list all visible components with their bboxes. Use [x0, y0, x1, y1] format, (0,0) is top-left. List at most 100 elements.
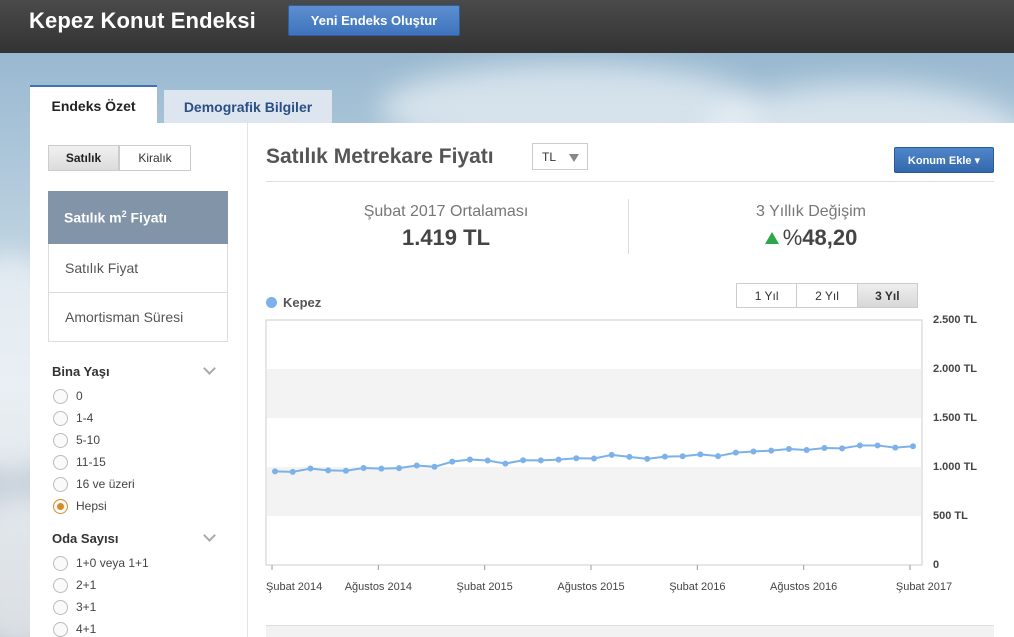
data-point	[821, 444, 828, 451]
data-point	[608, 451, 615, 458]
radio-icon[interactable]	[53, 577, 68, 593]
x-tick-label: Şubat 2016	[669, 581, 725, 593]
y-tick-label: 1.000 TL	[933, 461, 977, 473]
data-point	[272, 468, 278, 475]
data-point	[644, 455, 651, 462]
tab-index-summary[interactable]: Endeks Özet	[30, 85, 157, 124]
data-point	[537, 457, 544, 464]
radio-room-4-1[interactable]: 4+1	[53, 621, 96, 637]
data-point	[626, 453, 633, 460]
radio-icon[interactable]	[53, 555, 68, 571]
data-point	[520, 457, 527, 464]
chart-band	[267, 369, 921, 418]
radio-icon[interactable]	[53, 432, 68, 448]
x-tick-label: Şubat 2017	[896, 581, 952, 593]
y-tick-label: 2.000 TL	[933, 363, 977, 375]
metric-sale-price[interactable]: Satılık Fiyat	[48, 244, 228, 293]
y-tick-label: 500 TL	[933, 510, 968, 522]
listing-type-sale[interactable]: Satılık	[48, 145, 119, 171]
data-point	[874, 442, 881, 449]
data-point	[803, 446, 810, 453]
listing-type-rent[interactable]: Kiralık	[119, 145, 191, 171]
data-point	[768, 447, 775, 454]
currency-select[interactable]: TL	[532, 143, 588, 170]
data-point	[591, 455, 597, 462]
change-label: 3 Yıllık Değişim	[756, 203, 866, 220]
x-tick-label: Ağustos 2014	[345, 581, 412, 593]
y-tick-label: 2.500 TL	[933, 314, 977, 326]
radio-room-2-1[interactable]: 2+1	[53, 577, 96, 593]
radio-age-5-10[interactable]: 5-10	[53, 432, 100, 448]
filter-room-count-title: Oda Sayısı	[52, 531, 119, 546]
data-point	[502, 460, 509, 467]
data-point	[856, 442, 863, 449]
chart-legend[interactable]: Kepez	[266, 295, 321, 310]
data-point	[892, 444, 899, 451]
radio-icon[interactable]	[53, 454, 68, 470]
chart-band	[267, 467, 921, 516]
change-number: 48,20	[802, 225, 858, 250]
dropdown-arrow-icon	[569, 154, 579, 162]
radio-age-0[interactable]: 0	[53, 388, 83, 404]
stat-divider	[628, 199, 629, 254]
radio-selected-icon[interactable]	[53, 498, 68, 514]
data-point	[750, 448, 757, 455]
radio-icon[interactable]	[53, 599, 68, 615]
data-point	[732, 449, 739, 456]
x-tick-label: Şubat 2014	[266, 581, 322, 593]
y-tick-label: 1.500 TL	[933, 412, 977, 424]
range-1-year-button[interactable]: 1 Yıl	[737, 284, 797, 307]
data-point	[555, 456, 562, 463]
plot-frame	[265, 319, 923, 566]
range-3-year-button[interactable]: 3 Yıl	[856, 284, 917, 307]
radio-icon[interactable]	[53, 410, 68, 426]
data-point	[697, 451, 704, 458]
data-point	[449, 458, 456, 465]
new-index-button[interactable]: Yeni Endeks Oluştur	[288, 5, 460, 36]
metric-amortization[interactable]: Amortisman Süresi	[48, 293, 228, 342]
average-label: Şubat 2017 Ortalaması	[363, 203, 529, 220]
currency-value: TL	[542, 149, 557, 164]
data-point	[715, 453, 722, 460]
data-point	[661, 453, 668, 460]
legend-dot-icon	[266, 297, 277, 308]
radio-age-16-plus[interactable]: 16 ve üzeri	[53, 476, 135, 492]
range-2-year-button[interactable]: 2 Yıl	[796, 284, 857, 307]
data-point	[413, 462, 420, 469]
radio-icon[interactable]	[53, 476, 68, 492]
radio-room-1-1[interactable]: 1+0 veya 1+1	[53, 555, 149, 571]
data-point	[360, 464, 367, 471]
data-point	[431, 463, 438, 470]
data-point	[679, 453, 686, 460]
y-tick-label: 0	[933, 559, 939, 571]
tab-demographics[interactable]: Demografik Bilgiler	[164, 90, 332, 123]
average-value: 1.419 TL	[401, 225, 491, 250]
data-point	[289, 468, 296, 475]
bottom-panel-edge	[266, 625, 994, 637]
metric-sqm-label: Satılık m2 Fiyatı	[64, 209, 168, 226]
radio-icon[interactable]	[53, 388, 68, 404]
radio-age-1-4[interactable]: 1-4	[53, 410, 93, 426]
add-location-button[interactable]: Konum Ekle ▾	[894, 147, 994, 173]
x-tick-label: Şubat 2015	[457, 581, 513, 593]
page-title: Satılık Metrekare Fiyatı	[266, 145, 494, 168]
radio-room-3-1[interactable]: 3+1	[53, 599, 96, 615]
x-tick-label: Ağustos 2015	[557, 581, 624, 593]
x-tick-label: Ağustos 2016	[770, 581, 837, 593]
data-point	[342, 467, 349, 474]
data-point	[484, 457, 491, 464]
radio-age-11-15[interactable]: 11-15	[53, 454, 106, 470]
data-point	[573, 455, 580, 462]
data-point	[466, 456, 473, 463]
radio-icon[interactable]	[53, 621, 68, 637]
data-point	[396, 465, 403, 472]
metric-sqm-price[interactable]: Satılık m2 Fiyatı	[48, 191, 228, 244]
radio-age-all[interactable]: Hepsi	[53, 498, 107, 514]
data-point	[839, 445, 846, 452]
change-prefix: %	[782, 225, 803, 250]
filter-building-age-title: Bina Yaşı	[52, 364, 110, 379]
up-arrow-icon	[764, 232, 779, 244]
top-bar: Kepez Konut Endeksi Yeni Endeks Oluştur	[0, 0, 1014, 53]
data-point	[307, 465, 314, 472]
